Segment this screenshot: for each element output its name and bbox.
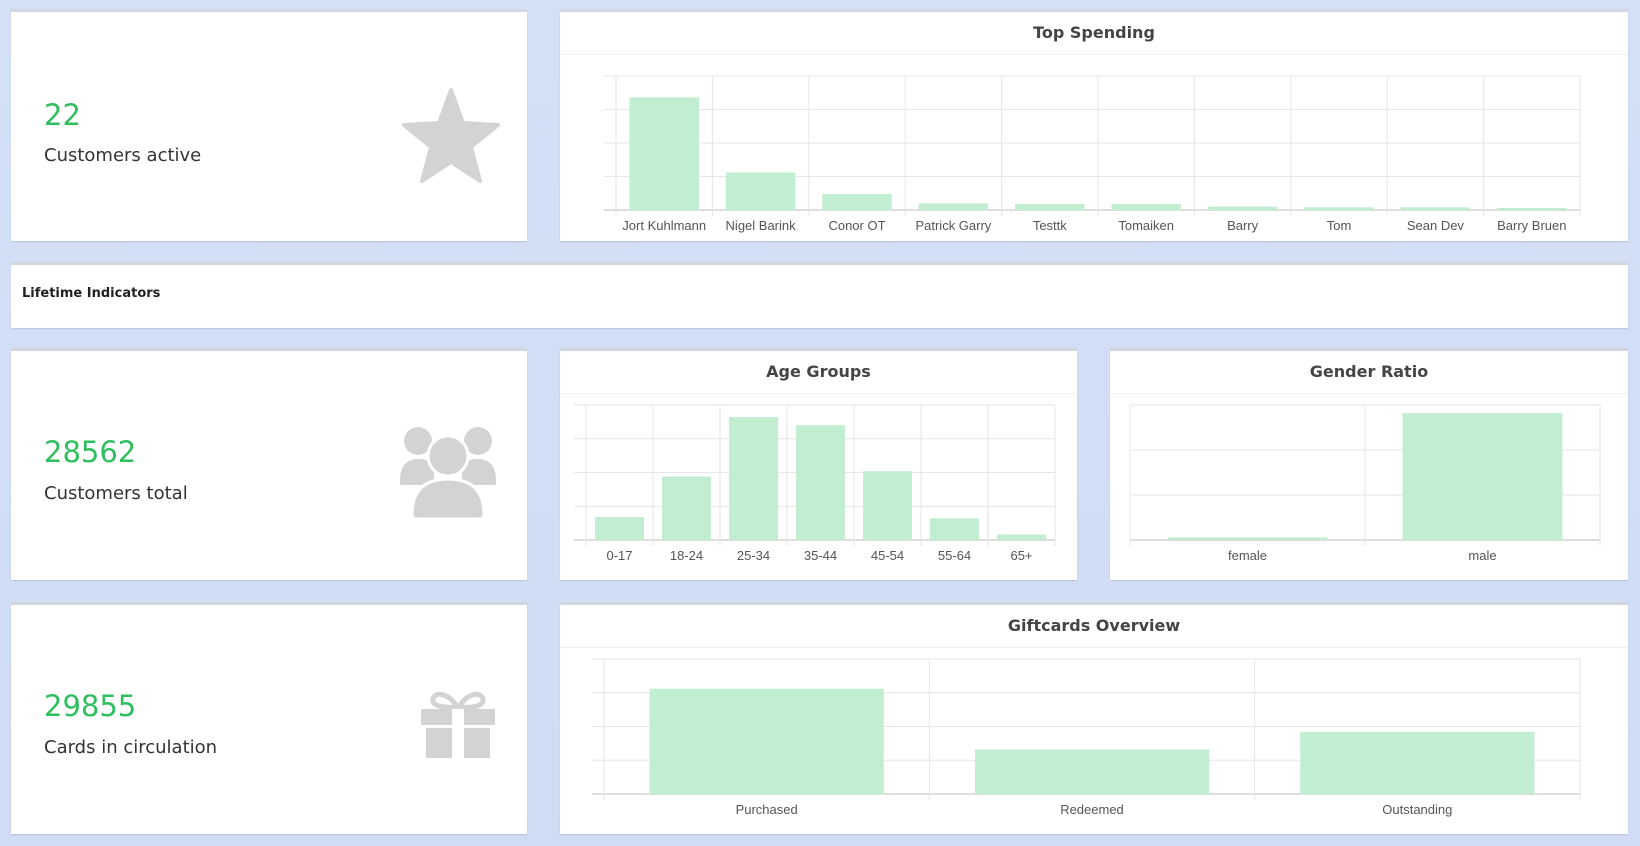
x-tick-label: Purchased bbox=[736, 802, 798, 817]
customers-active-value: 22 bbox=[44, 98, 81, 132]
age-groups-chart: 0-17 18-24 25-34 35-44 45-54 55-64 65+ bbox=[574, 404, 1056, 563]
x-tick-label: Sean Dev bbox=[1407, 218, 1465, 233]
bar-conor-ot[interactable] bbox=[822, 193, 892, 210]
x-tick-label: Outstanding bbox=[1382, 802, 1452, 817]
stat-card-customers-total: 28562 Customers total bbox=[11, 348, 527, 580]
x-tick-label: Patrick Garry bbox=[915, 218, 991, 233]
bar-45-54[interactable] bbox=[863, 471, 912, 540]
chart-title-gender-ratio: Gender Ratio bbox=[1110, 351, 1628, 394]
bar-nigel-barink[interactable] bbox=[725, 172, 796, 210]
chart-card-age-groups: Age Groups 0-17 18-24 25-34 35-44 45-54 55-64… bbox=[560, 348, 1077, 580]
giftcards-overview-chart: Purchased Redeemed Outstanding bbox=[592, 658, 1581, 817]
bar-sean-dev[interactable] bbox=[1400, 207, 1471, 210]
x-tick-label: Tom bbox=[1327, 218, 1352, 233]
bar-35-44[interactable] bbox=[796, 425, 845, 540]
bar-purchased[interactable] bbox=[649, 688, 884, 794]
bar-tom[interactable] bbox=[1304, 207, 1374, 210]
x-tick-label: Tomaiken bbox=[1118, 218, 1174, 233]
bar-female[interactable] bbox=[1167, 537, 1328, 540]
gift-icon bbox=[421, 691, 495, 759]
x-tick-label: 45-54 bbox=[871, 548, 904, 563]
bar-tomaiken[interactable] bbox=[1111, 203, 1181, 210]
x-tick-label: male bbox=[1468, 548, 1496, 563]
bar-65-[interactable] bbox=[997, 534, 1046, 540]
top-spending-chart: Jort Kuhlmann Nigel Barink Conor OT Patrick… bbox=[604, 75, 1581, 233]
users-icon bbox=[400, 427, 496, 519]
bar-male[interactable] bbox=[1402, 413, 1563, 540]
bar-barry-bruen[interactable] bbox=[1497, 207, 1567, 210]
customers-total-label: Customers total bbox=[44, 483, 188, 504]
x-tick-label: Redeemed bbox=[1060, 802, 1124, 817]
x-tick-label: female bbox=[1228, 548, 1267, 563]
cards-in-circulation-value: 29855 bbox=[44, 689, 137, 723]
customers-total-value: 28562 bbox=[44, 435, 137, 469]
bar-outstanding[interactable] bbox=[1300, 731, 1535, 794]
x-tick-label: 65+ bbox=[1010, 548, 1032, 563]
bar-0-17[interactable] bbox=[595, 517, 644, 540]
section-header-lifetime-indicators: Lifetime Indicators bbox=[11, 262, 1628, 328]
bar-redeemed[interactable] bbox=[974, 749, 1210, 794]
chart-title-top-spending: Top Spending bbox=[560, 12, 1628, 55]
bar-18-24[interactable] bbox=[662, 476, 711, 540]
bar-jort-kuhlmann[interactable] bbox=[629, 97, 699, 210]
gender-ratio-chart: female male bbox=[1129, 404, 1601, 563]
bar-barry[interactable] bbox=[1207, 206, 1278, 210]
x-tick-label: 0-17 bbox=[606, 548, 632, 563]
chart-card-giftcards-overview: Giftcards Overview Purchased Redeemed Outs… bbox=[560, 602, 1628, 834]
bar-testtk[interactable] bbox=[1015, 203, 1085, 210]
chart-title-giftcards-overview: Giftcards Overview bbox=[560, 605, 1628, 648]
x-tick-label: Barry bbox=[1227, 218, 1259, 233]
x-tick-label: Jort Kuhlmann bbox=[622, 218, 706, 233]
cards-in-circulation-label: Cards in circulation bbox=[44, 737, 218, 758]
chart-title-age-groups: Age Groups bbox=[560, 351, 1077, 394]
x-tick-label: 18-24 bbox=[670, 548, 703, 563]
x-tick-label: Testtk bbox=[1033, 218, 1067, 233]
x-tick-label: Barry Bruen bbox=[1497, 218, 1566, 233]
x-tick-label: Conor OT bbox=[828, 218, 885, 233]
x-tick-label: 35-44 bbox=[804, 548, 837, 563]
customers-active-label: Customers active bbox=[44, 145, 202, 166]
stat-card-cards-in-circulation: 29855 Cards in circulation bbox=[11, 602, 527, 834]
x-tick-label: Nigel Barink bbox=[726, 218, 797, 233]
x-tick-label: 25-34 bbox=[737, 548, 770, 563]
chart-card-gender-ratio: Gender Ratio female male bbox=[1110, 348, 1628, 580]
bar-patrick-garry[interactable] bbox=[918, 203, 989, 210]
section-title: Lifetime Indicators bbox=[22, 286, 161, 301]
star-icon bbox=[402, 88, 500, 183]
x-tick-label: 55-64 bbox=[938, 548, 971, 563]
chart-card-top-spending: Top Spending Jort Kuhlmann Nigel Barink Co… bbox=[560, 9, 1628, 241]
bar-55-64[interactable] bbox=[930, 518, 979, 540]
bar-25-34[interactable] bbox=[729, 417, 778, 540]
stat-card-customers-active: 22 Customers active bbox=[11, 9, 527, 241]
